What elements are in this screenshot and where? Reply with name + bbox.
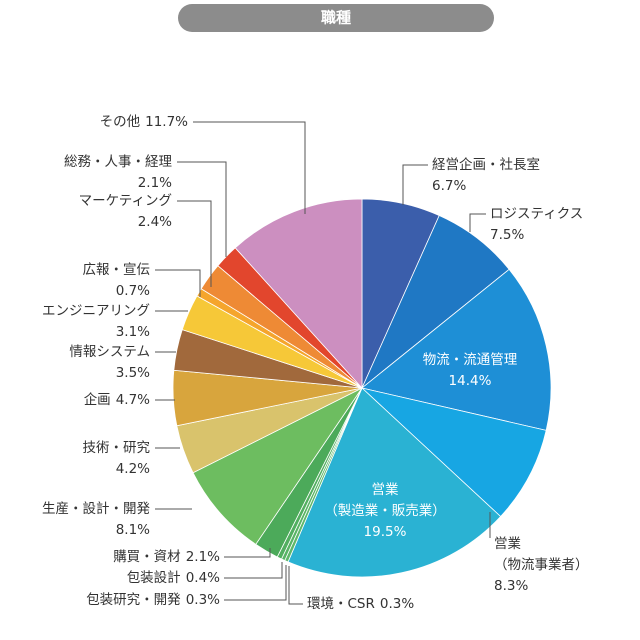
- slice-name: 物流・流通管理: [423, 352, 518, 368]
- slice-name: 購買・資材: [113, 549, 181, 565]
- slice-name: 技術・研究: [83, 440, 151, 456]
- pie-slice: [234, 198, 363, 390]
- leader-line: [177, 161, 227, 257]
- chart-title: 職種: [321, 9, 351, 27]
- slice-value: 8.1%: [116, 522, 150, 538]
- leader-line: [224, 562, 283, 579]
- slice-name: その他: [100, 114, 141, 130]
- slice-value: 0.3%: [380, 596, 414, 612]
- slice-name: 情報システム: [69, 344, 150, 360]
- leader-line: [288, 566, 303, 605]
- leader-line: [224, 548, 271, 558]
- leader-line: [469, 213, 486, 232]
- slice-value: 14.4%: [449, 373, 492, 389]
- pie-slice: [360, 387, 547, 518]
- slice-name: 総務・人事・経理: [64, 154, 172, 170]
- slice-value: 0.3%: [186, 592, 220, 608]
- slice-label: 包装研究・開発 0.3%: [86, 592, 220, 608]
- slice-value: 3.5%: [116, 365, 150, 381]
- slice-name: ロジスティクス: [490, 206, 583, 222]
- slice-value: 0.7%: [116, 283, 150, 299]
- pie-slice: [361, 268, 552, 431]
- slice-value: 2.4%: [138, 214, 172, 230]
- pie-slice: [192, 386, 364, 545]
- slice-value: 8.3%: [494, 578, 528, 594]
- leader-line: [155, 269, 201, 297]
- slice-value: 11.7%: [145, 114, 188, 130]
- leader-line: [224, 565, 287, 601]
- slice-name: 包装設計: [127, 570, 181, 586]
- slice-name: 営業: [372, 482, 399, 498]
- slice-value: 2.1%: [186, 549, 220, 565]
- leader-line: [177, 200, 212, 287]
- slice-name: （物流事業者）: [494, 557, 589, 573]
- slice-label: 包装設計 0.4%: [127, 570, 220, 586]
- slice-name: マーケティング: [79, 193, 172, 209]
- slice-name: 広報・宣伝: [83, 262, 151, 278]
- leader-line: [402, 164, 428, 205]
- slice-value: 6.7%: [432, 178, 466, 194]
- slice-label: 環境・CSR 0.3%: [307, 596, 414, 612]
- leader-line: [193, 121, 306, 214]
- slice-value: 4.7%: [116, 392, 150, 408]
- slice-label: 企画 4.7%: [84, 391, 150, 408]
- slice-value: 0.4%: [186, 570, 220, 586]
- slice-value: 3.1%: [116, 324, 150, 340]
- slice-name: エンジニアリング: [42, 303, 150, 319]
- slice-value: 4.2%: [116, 461, 150, 477]
- slice-label: 購買・資材 2.1%: [113, 549, 220, 565]
- slice-name: 企画: [84, 391, 111, 408]
- slice-name: 包装研究・開発: [86, 592, 181, 608]
- pie-slice: [287, 387, 502, 578]
- title-pill: [178, 4, 494, 32]
- slice-name: 営業: [494, 536, 522, 552]
- slice-value: 7.5%: [490, 227, 524, 243]
- slice-name: 経営企画・社長室: [432, 156, 540, 173]
- slice-name: （製造業・販売業）: [324, 503, 446, 519]
- slice-name: 生産・設計・開発: [42, 501, 150, 517]
- slice-label: その他 11.7%: [100, 114, 189, 130]
- slice-name: 環境・CSR: [307, 596, 375, 612]
- slice-value: 19.5%: [364, 524, 407, 540]
- slice-value: 2.1%: [138, 175, 172, 191]
